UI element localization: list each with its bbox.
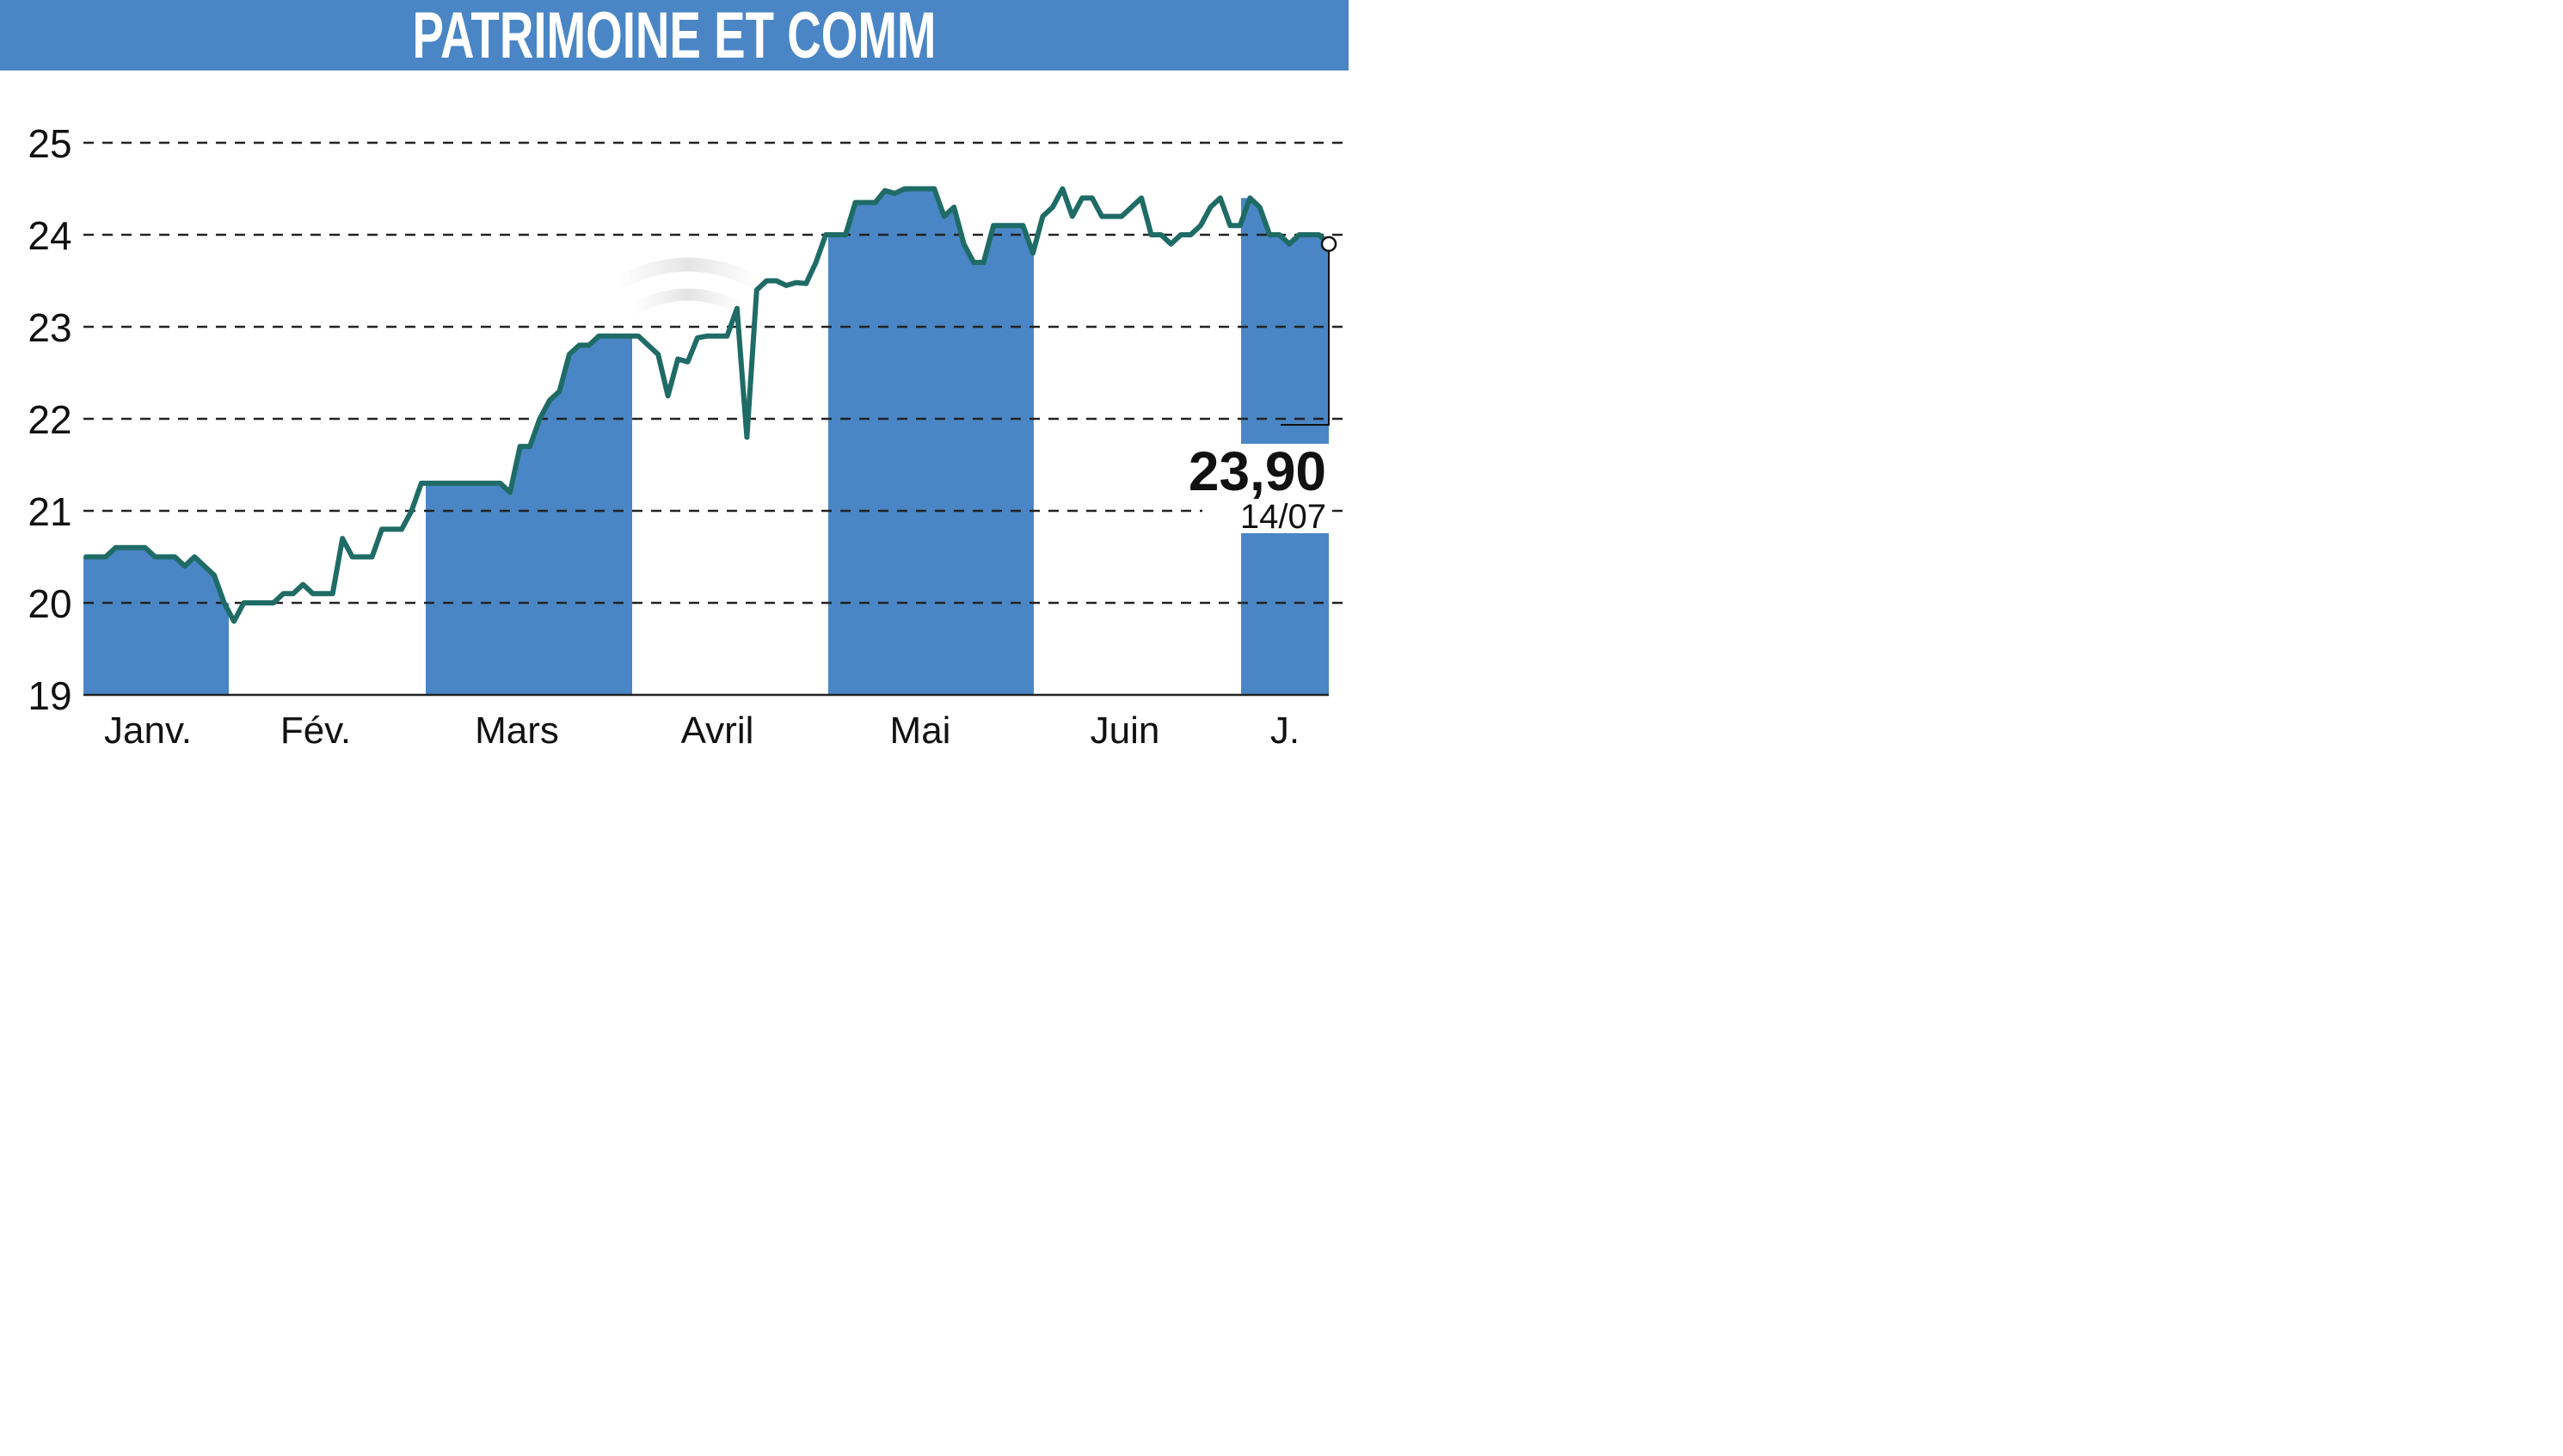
chart-title: PATRIMOINE ET COMM <box>412 0 937 72</box>
y-tick-label: 25 <box>28 121 71 166</box>
last-value-label: 23,90 <box>1189 440 1326 502</box>
y-tick-label: 19 <box>28 673 71 718</box>
series-layer <box>83 186 1331 624</box>
last-date-label: 14/07 <box>1240 498 1326 536</box>
x-tick-label: Avril <box>681 710 754 752</box>
title-bar <box>0 0 1349 71</box>
gridlines <box>83 141 1349 697</box>
month-band-5 <box>828 188 1034 695</box>
x-tick-label: Mai <box>890 710 951 752</box>
x-tick-label: J. <box>1270 710 1300 752</box>
month-band-3 <box>426 335 632 695</box>
x-tick-label: Mars <box>475 710 559 752</box>
y-tick-label: 20 <box>28 581 71 626</box>
y-tick-label: 22 <box>28 397 71 442</box>
x-axis-ticks: Janv. Fév. Mars Avril Mai Juin J. <box>104 710 1300 752</box>
y-tick-label: 24 <box>28 213 71 258</box>
watermark-signal-icon <box>611 257 765 316</box>
price-chart: 19 20 21 22 23 24 25 Janv. Fév. Mars Avril Mai Juin… <box>28 121 1349 752</box>
month-bands <box>83 188 1329 695</box>
month-band-1 <box>83 547 229 695</box>
y-tick-label: 21 <box>28 489 71 534</box>
last-point-marker <box>1320 236 1337 252</box>
x-tick-label: Fév. <box>280 710 351 752</box>
leader-line <box>1281 243 1330 426</box>
y-axis-ticks: 19 20 21 22 23 24 25 <box>28 121 71 718</box>
x-tick-label: Janv. <box>104 710 192 752</box>
x-tick-label: Juin <box>1091 710 1160 752</box>
price-line <box>83 186 1331 624</box>
y-tick-label: 23 <box>28 305 71 350</box>
label-backdrop <box>1202 444 1331 533</box>
